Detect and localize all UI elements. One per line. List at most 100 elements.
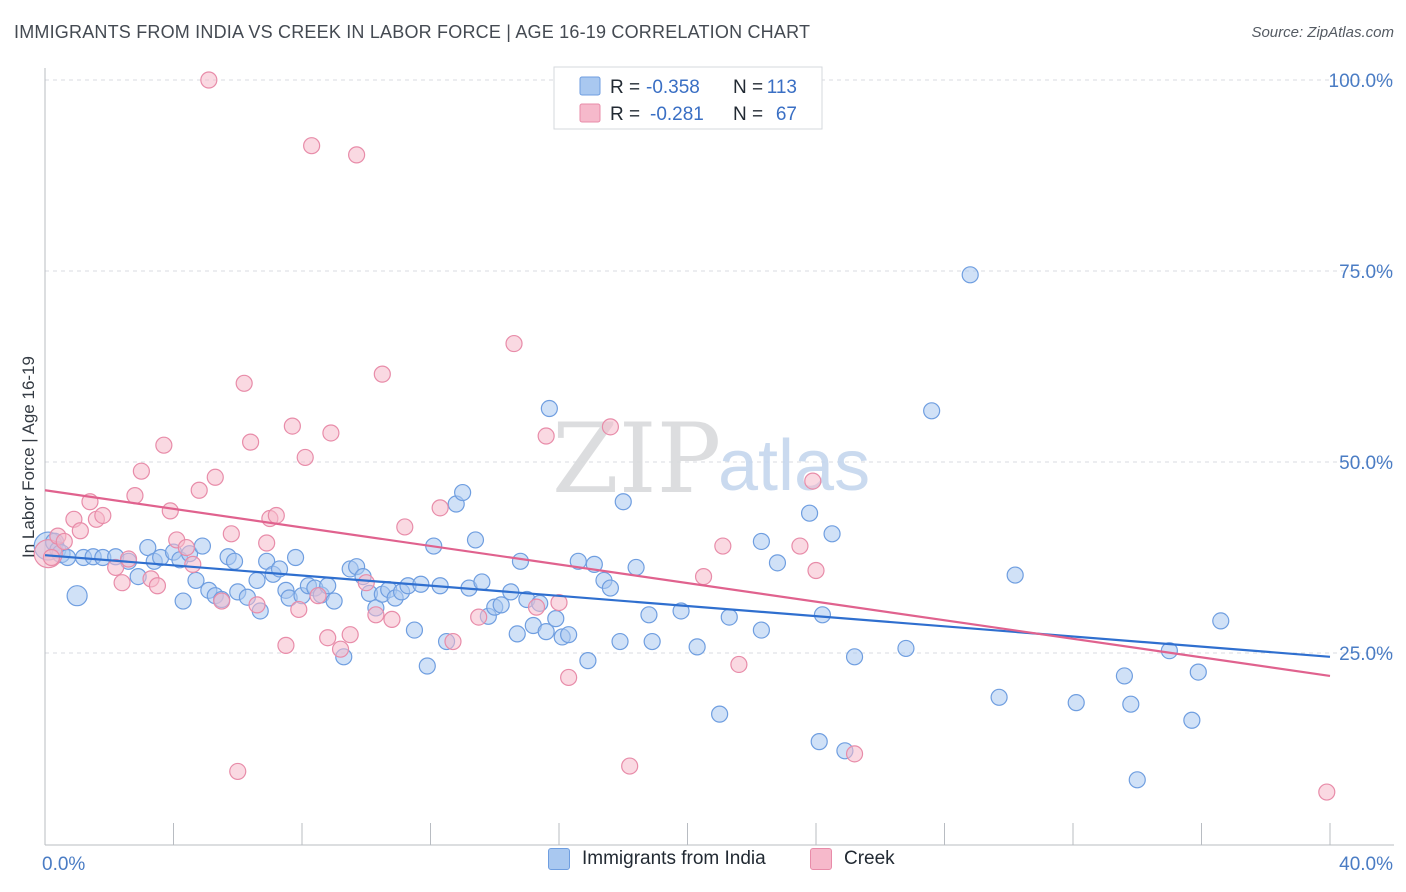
point-india-79 [579, 652, 597, 670]
point-creek-25 [229, 762, 247, 781]
legend-r-value-2: -0.281 [650, 104, 704, 125]
legend-item-creek: Creek [810, 848, 895, 870]
point-india-92 [752, 621, 770, 639]
point-india-113 [1212, 612, 1230, 630]
legend-n-label-2: N = [733, 104, 763, 125]
legend-n-label-1: N = [733, 77, 763, 98]
point-india-83 [611, 632, 629, 651]
point-india-104 [990, 688, 1008, 706]
point-creek-23 [213, 592, 231, 610]
point-creek-20 [190, 481, 208, 499]
point-india-93 [752, 532, 770, 551]
point-india-73 [540, 399, 558, 418]
point-creek-32 [277, 636, 295, 654]
y-tick-label-100: 100.0% [1329, 71, 1394, 92]
data-points [33, 71, 1336, 801]
point-creek-66 [42, 548, 61, 567]
point-india-78 [569, 552, 587, 570]
point-india-100 [845, 648, 864, 666]
watermark-zip: ZIP [552, 403, 721, 515]
point-creek-33 [283, 417, 301, 435]
point-creek-42 [348, 146, 366, 164]
point-india-17 [174, 592, 192, 610]
point-creek-59 [714, 537, 732, 555]
point-india-103 [961, 266, 979, 284]
tick-labels: 25.0% 50.0% 75.0% 100.0% 0.0% 40.0% [42, 71, 1393, 875]
point-creek-55 [560, 668, 578, 687]
point-india-87 [643, 632, 661, 651]
legend-n-value-1: 113 [767, 77, 797, 98]
point-creek-49 [444, 632, 462, 651]
point-creek-34 [290, 600, 308, 619]
point-india-19 [187, 571, 205, 590]
point-india-75 [547, 610, 565, 628]
series-legend: Immigrants from India Creek [0, 848, 1406, 880]
point-india-63 [473, 573, 491, 591]
correlation-legend: R = -0.358 N = 113 R = -0.281 N = 67 [553, 66, 823, 130]
point-india-62 [466, 531, 485, 549]
watermark: ZIP atlas [552, 403, 870, 515]
point-creek-12 [132, 462, 150, 480]
legend-r-label-1: R = [610, 77, 640, 98]
point-creek-44 [367, 606, 385, 624]
point-india-97 [813, 606, 832, 624]
point-india-88 [672, 602, 690, 620]
point-india-55 [418, 657, 436, 675]
legend-swatch-india-bottom [548, 848, 570, 870]
legend-swatch-creek-bottom [810, 848, 832, 870]
point-india-41 [325, 592, 343, 610]
point-india-111 [1183, 711, 1201, 729]
legend-label-creek: Creek [844, 848, 895, 869]
point-creek-18 [177, 538, 195, 557]
point-india-68 [508, 625, 526, 643]
legend-swatch-creek [579, 103, 601, 123]
point-india-107 [1115, 667, 1134, 685]
point-creek-54 [550, 593, 568, 612]
point-india-12 [139, 538, 157, 557]
point-india-69 [511, 552, 530, 570]
point-india-25 [225, 552, 244, 570]
point-india-91 [720, 608, 738, 626]
point-creek-37 [309, 587, 327, 605]
legend-r-value-1: -0.358 [646, 77, 700, 98]
chart-source: Source: ZipAtlas.com [1251, 24, 1394, 41]
point-creek-52 [527, 598, 546, 616]
point-creek-53 [537, 427, 555, 445]
point-creek-43 [357, 574, 375, 592]
point-india-53 [405, 621, 424, 639]
point-india-109 [1128, 771, 1146, 789]
point-creek-8 [107, 558, 125, 577]
point-creek-48 [431, 499, 449, 517]
point-india-105 [1006, 566, 1024, 584]
x-tick-label-start: 0.0% [42, 854, 85, 875]
x-tick-label-end: 40.0% [1339, 854, 1393, 875]
point-creek-4 [71, 522, 89, 540]
point-creek-57 [621, 757, 639, 775]
point-creek-62 [804, 472, 822, 490]
point-india-28 [248, 571, 266, 590]
chart-title: IMMIGRANTS FROM INDIA VS CREEK IN LABOR … [14, 22, 811, 42]
point-creek-40 [331, 640, 350, 658]
legend-label-india: Immigrants from India [582, 848, 766, 869]
point-creek-29 [258, 534, 276, 552]
point-creek-10 [119, 550, 138, 568]
point-creek-58 [694, 567, 713, 586]
point-india-84 [614, 493, 632, 511]
point-creek-31 [267, 506, 285, 525]
point-creek-45 [373, 365, 391, 383]
point-creek-27 [242, 433, 260, 451]
point-creek-16 [161, 502, 179, 520]
y-axis-label: In Labor Force | Age 16-19 [19, 356, 38, 558]
point-creek-61 [791, 537, 809, 555]
point-creek-46 [383, 610, 401, 628]
point-creek-38 [319, 629, 337, 647]
point-creek-56 [601, 418, 620, 436]
point-creek-26 [235, 374, 253, 392]
point-india-60 [454, 483, 472, 502]
point-creek-14 [148, 577, 167, 595]
axes [44, 68, 1394, 846]
watermark-atlas: atlas [718, 426, 870, 506]
point-creek-39 [322, 424, 340, 442]
grid-lines [45, 79, 1394, 654]
